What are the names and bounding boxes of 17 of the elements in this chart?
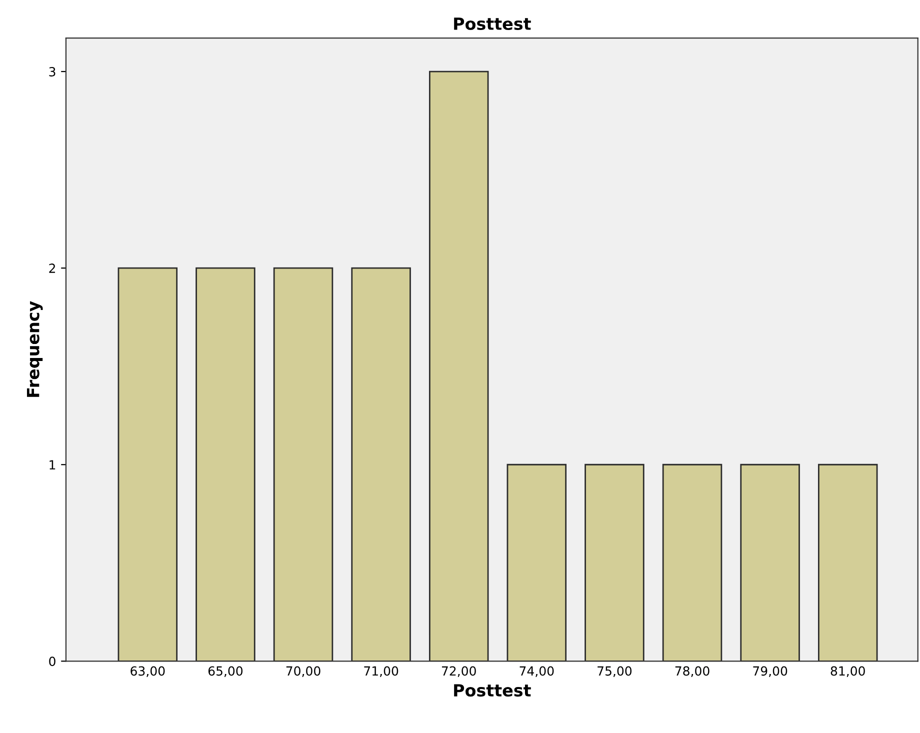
- x-tick-label: 74,00: [520, 666, 554, 677]
- x-tick-label: 78,00: [675, 666, 710, 677]
- x-axis-title: Posttest: [454, 684, 531, 697]
- chart-title: Posttest: [454, 18, 531, 30]
- x-tick-label: 71,00: [364, 666, 398, 677]
- y-tick-label: 0: [49, 656, 56, 666]
- x-tick-label: 79,00: [753, 666, 788, 677]
- y-tick-label: 2: [49, 264, 55, 273]
- y-tick-label: 3: [49, 67, 56, 76]
- x-tick-label: 72,00: [442, 666, 476, 677]
- x-tick-label: 81,00: [830, 666, 865, 677]
- x-tick-label: 63,00: [130, 666, 165, 677]
- x-tick-label: 65,00: [208, 666, 243, 677]
- y-axis-title: Frequency: [26, 301, 43, 397]
- y-tick-label: 1: [50, 460, 56, 470]
- x-tick-label: 75,00: [598, 666, 632, 677]
- x-tick-label: 70,00: [286, 666, 320, 677]
